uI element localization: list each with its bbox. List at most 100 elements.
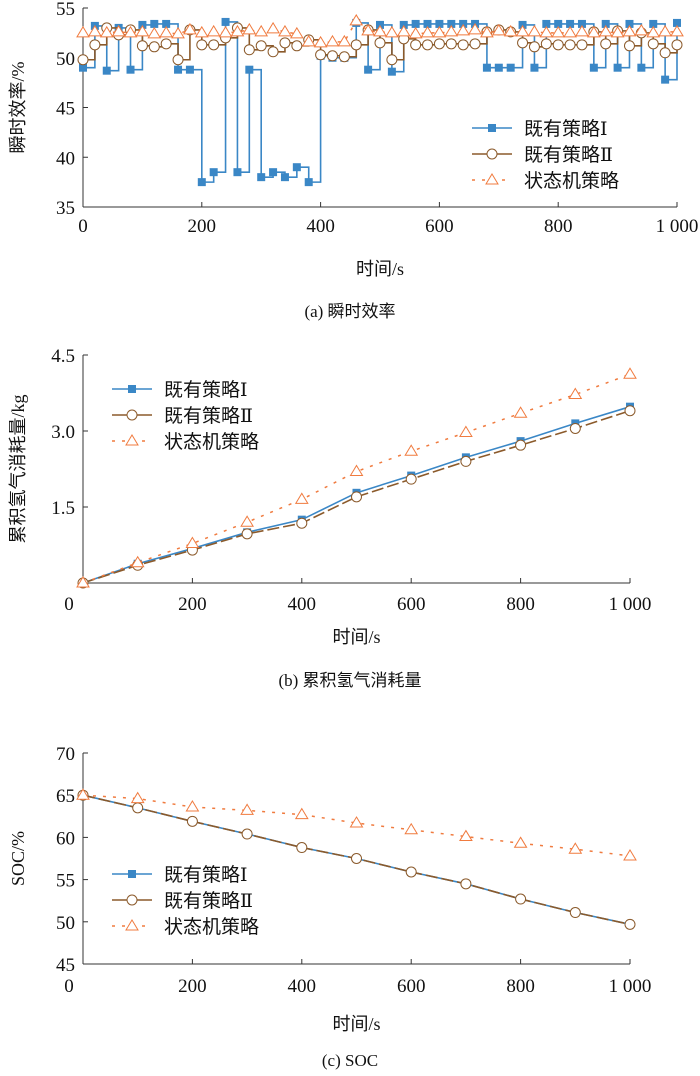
legend-marker bbox=[128, 385, 136, 393]
data-point bbox=[185, 536, 200, 548]
data-point bbox=[87, 24, 102, 37]
data-point bbox=[564, 39, 576, 51]
data-point bbox=[294, 492, 309, 504]
data-point bbox=[503, 24, 518, 37]
data-point bbox=[577, 19, 586, 28]
data-point bbox=[396, 24, 411, 37]
data-point bbox=[482, 63, 491, 72]
y-tick-label: 50 bbox=[56, 913, 75, 934]
data-point bbox=[351, 853, 362, 864]
data-point bbox=[423, 19, 432, 28]
y-tick-label: 55 bbox=[56, 871, 75, 892]
data-point bbox=[326, 50, 338, 62]
data-point bbox=[515, 439, 527, 451]
legend-marker bbox=[126, 894, 138, 906]
data-point bbox=[76, 576, 90, 588]
data-point bbox=[196, 39, 208, 51]
data-point bbox=[292, 163, 301, 172]
data-point bbox=[315, 49, 327, 61]
data-point bbox=[351, 491, 362, 503]
data-point bbox=[132, 802, 144, 814]
x-tick-label: 800 bbox=[544, 216, 573, 237]
y-tick-label: 70 bbox=[56, 744, 75, 765]
x-tick-label: 600 bbox=[397, 976, 426, 997]
x-tick-label: 800 bbox=[506, 976, 535, 997]
x-tick-label: 1 000 bbox=[656, 216, 699, 237]
y-tick-label: 45 bbox=[56, 955, 75, 976]
data-point bbox=[387, 67, 396, 76]
data-point bbox=[530, 63, 539, 72]
data-point bbox=[649, 19, 658, 28]
data-point bbox=[468, 22, 482, 35]
x-axis-label: 时间/s bbox=[332, 1014, 380, 1034]
data-point bbox=[658, 24, 673, 37]
data-point bbox=[566, 19, 575, 28]
data-point bbox=[517, 37, 529, 49]
data-point bbox=[624, 918, 636, 930]
data-point bbox=[240, 515, 254, 527]
data-point bbox=[313, 35, 328, 48]
data-point bbox=[337, 34, 352, 47]
data-point bbox=[624, 405, 636, 417]
x-tick-label: 1 000 bbox=[609, 976, 652, 997]
x-axis-label: 时间/s bbox=[356, 259, 404, 279]
data-point bbox=[130, 791, 145, 804]
data-point bbox=[410, 39, 422, 51]
data-point bbox=[411, 19, 420, 28]
legend-marker bbox=[485, 173, 499, 185]
data-point bbox=[267, 46, 279, 58]
x-tick-label: 200 bbox=[178, 976, 207, 997]
data-point bbox=[296, 842, 308, 854]
data-point bbox=[186, 815, 198, 827]
data-point bbox=[554, 19, 563, 28]
data-point bbox=[637, 63, 646, 72]
data-point bbox=[513, 836, 528, 848]
data-point bbox=[647, 38, 659, 50]
y-tick-label: 3.0 bbox=[51, 422, 75, 443]
data-point bbox=[123, 25, 138, 38]
data-point bbox=[405, 473, 417, 485]
data-point bbox=[539, 25, 554, 38]
legend-marker bbox=[125, 919, 139, 931]
data-point bbox=[79, 63, 87, 72]
x-tick-label: 0 bbox=[64, 594, 74, 615]
data-point bbox=[404, 822, 419, 835]
data-point bbox=[162, 19, 171, 28]
data-point bbox=[266, 21, 280, 34]
data-point bbox=[364, 65, 373, 74]
x-tick-label: 800 bbox=[506, 594, 535, 615]
data-point bbox=[130, 555, 145, 568]
data-point bbox=[576, 39, 588, 51]
data-point bbox=[102, 66, 111, 75]
data-point bbox=[420, 25, 435, 38]
legend-marker bbox=[488, 124, 496, 132]
data-point bbox=[661, 75, 670, 84]
data-point bbox=[671, 39, 683, 51]
data-point bbox=[150, 19, 159, 28]
y-tick-label: 50 bbox=[56, 49, 75, 70]
data-point bbox=[240, 803, 254, 815]
data-point bbox=[405, 866, 417, 878]
x-tick-label: 0 bbox=[78, 216, 88, 237]
x-tick-label: 400 bbox=[288, 976, 317, 997]
data-point bbox=[350, 39, 362, 51]
legend-label: 状态机策略 bbox=[524, 170, 619, 192]
data-point bbox=[374, 37, 386, 49]
chart-0: 0 200 400 600 800 1 000 35 40 45 50 55 时间/s 瞬时效率/% (a… bbox=[8, 0, 698, 321]
data-point bbox=[99, 25, 114, 38]
x-tick-label: 200 bbox=[178, 594, 207, 615]
legend-marker bbox=[125, 434, 139, 446]
data-point bbox=[515, 24, 530, 37]
data-point bbox=[459, 425, 473, 438]
data-point bbox=[241, 828, 253, 840]
data-point bbox=[445, 38, 457, 50]
data-point bbox=[460, 878, 472, 890]
legend-label: 既有策略Ⅰ bbox=[524, 118, 608, 140]
data-point bbox=[513, 406, 528, 418]
data-point bbox=[242, 22, 257, 35]
data-point bbox=[433, 38, 445, 50]
data-point bbox=[404, 444, 419, 456]
data-point bbox=[491, 23, 506, 36]
y-tick-label: 4.5 bbox=[51, 346, 75, 367]
